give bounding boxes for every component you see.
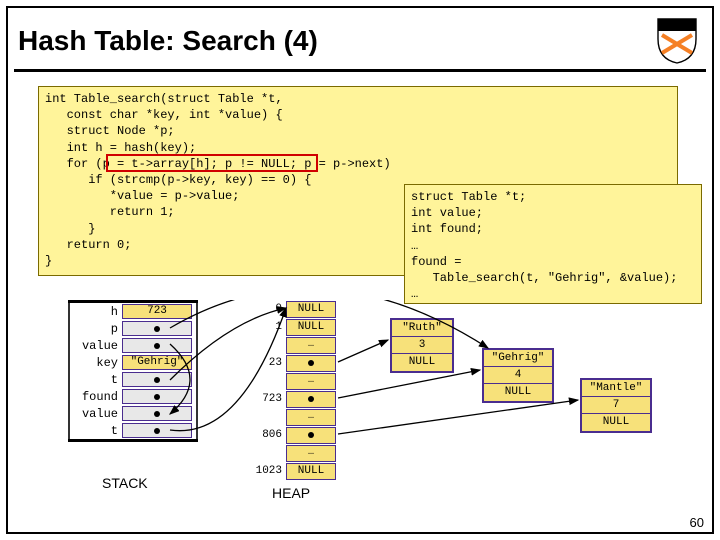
- node-next: NULL: [484, 384, 552, 401]
- heap-index: 1023: [250, 465, 286, 477]
- stack-var-label: t: [74, 424, 122, 438]
- heap-cell: …: [286, 445, 336, 462]
- heap-index: 0: [250, 303, 286, 315]
- heap-index: 23: [250, 357, 286, 369]
- node-value: 4: [484, 367, 552, 384]
- node-key: "Ruth": [392, 320, 452, 337]
- stack-row: h723: [70, 303, 196, 320]
- node-key: "Gehrig": [484, 350, 552, 367]
- stack-var-label: key: [74, 356, 122, 370]
- heap-row: 723: [250, 390, 336, 408]
- node-ruth: "Ruth" 3 NULL: [390, 318, 454, 373]
- stack-row: t: [70, 371, 196, 388]
- highlight-box-1: [106, 154, 318, 172]
- heap-index: 806: [250, 429, 286, 441]
- stack-row: t: [70, 422, 196, 439]
- stack-frame: h723pvaluekey"Gehrig"tfoundvaluet: [68, 300, 198, 442]
- node-next: NULL: [392, 354, 452, 371]
- node-value: 7: [582, 397, 650, 414]
- heap-cell: …: [286, 373, 336, 390]
- stack-cell: [122, 406, 192, 421]
- stack-cell: "Gehrig": [122, 355, 192, 370]
- heap-index: 1: [250, 321, 286, 333]
- stack-var-label: value: [74, 339, 122, 353]
- stack-row: p: [70, 320, 196, 337]
- stack-row: value: [70, 337, 196, 354]
- stack-var-label: value: [74, 407, 122, 421]
- stack-cell: [122, 321, 192, 336]
- stack-var-label: p: [74, 322, 122, 336]
- stack-var-label: h: [74, 305, 122, 319]
- heap-row: …: [250, 372, 336, 390]
- stack-row: value: [70, 405, 196, 422]
- heap-row: 806: [250, 426, 336, 444]
- heap-row: …: [250, 408, 336, 426]
- heap-cell: …: [286, 409, 336, 426]
- diagram-area: h723pvaluekey"Gehrig"tfoundvaluet 0NULL1…: [40, 300, 700, 520]
- slide-title: Hash Table: Search (4): [14, 25, 656, 57]
- princeton-shield-icon: [656, 17, 698, 65]
- heap-cell: [286, 391, 336, 408]
- heap-row: 0NULL: [250, 300, 336, 318]
- heap-row: 23: [250, 354, 336, 372]
- stack-var-label: t: [74, 373, 122, 387]
- heap-cell: …: [286, 337, 336, 354]
- stack-row: found: [70, 388, 196, 405]
- node-mantle: "Mantle" 7 NULL: [580, 378, 652, 433]
- stack-cell: [122, 423, 192, 438]
- heap-row: …: [250, 444, 336, 462]
- title-row: Hash Table: Search (4): [14, 12, 706, 72]
- heap-row: 1NULL: [250, 318, 336, 336]
- heap-index: 723: [250, 393, 286, 405]
- node-next: NULL: [582, 414, 650, 431]
- page-number: 60: [690, 515, 704, 530]
- stack-label: STACK: [102, 475, 148, 491]
- heap-cell: NULL: [286, 301, 336, 318]
- heap-row: 1023NULL: [250, 462, 336, 480]
- heap-label: HEAP: [272, 485, 310, 501]
- heap-cell: [286, 427, 336, 444]
- stack-cell: 723: [122, 304, 192, 319]
- node-value: 3: [392, 337, 452, 354]
- stack-var-label: found: [74, 390, 122, 404]
- heap-cell: NULL: [286, 463, 336, 480]
- node-key: "Mantle": [582, 380, 650, 397]
- node-gehrig: "Gehrig" 4 NULL: [482, 348, 554, 403]
- heap-cell: [286, 355, 336, 372]
- heap-array: 0NULL1NULL…23…723…806…1023NULL: [250, 300, 336, 480]
- stack-row: key"Gehrig": [70, 354, 196, 371]
- heap-row: …: [250, 336, 336, 354]
- stack-cell: [122, 389, 192, 404]
- stack-cell: [122, 338, 192, 353]
- call-code-box: struct Table *t; int value; int found; ……: [404, 184, 702, 304]
- stack-cell: [122, 372, 192, 387]
- heap-cell: NULL: [286, 319, 336, 336]
